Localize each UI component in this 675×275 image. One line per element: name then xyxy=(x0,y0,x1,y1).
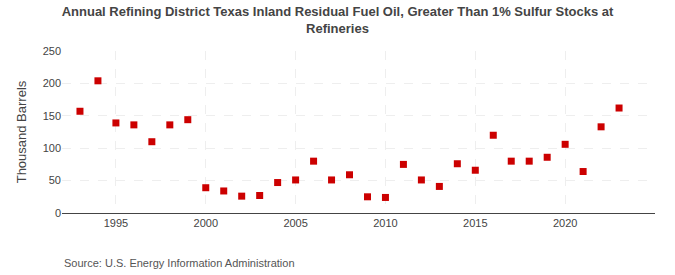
svg-text:2000: 2000 xyxy=(194,217,218,229)
svg-text:0: 0 xyxy=(55,207,61,219)
svg-text:150: 150 xyxy=(43,110,61,122)
svg-text:200: 200 xyxy=(43,77,61,89)
svg-text:50: 50 xyxy=(49,174,61,186)
svg-text:2015: 2015 xyxy=(463,217,487,229)
svg-text:1995: 1995 xyxy=(104,217,128,229)
svg-text:Thousand Barrels: Thousand Barrels xyxy=(14,80,29,183)
svg-text:Source: U.S. Energy Informatio: Source: U.S. Energy Information Administ… xyxy=(64,257,295,269)
svg-text:Annual Refining District Texas: Annual Refining District Texas Inland Re… xyxy=(62,4,614,36)
svg-text:250: 250 xyxy=(43,45,61,57)
svg-text:2020: 2020 xyxy=(553,217,577,229)
svg-text:2005: 2005 xyxy=(283,217,307,229)
svg-text:2010: 2010 xyxy=(373,217,397,229)
svg-text:100: 100 xyxy=(43,142,61,154)
